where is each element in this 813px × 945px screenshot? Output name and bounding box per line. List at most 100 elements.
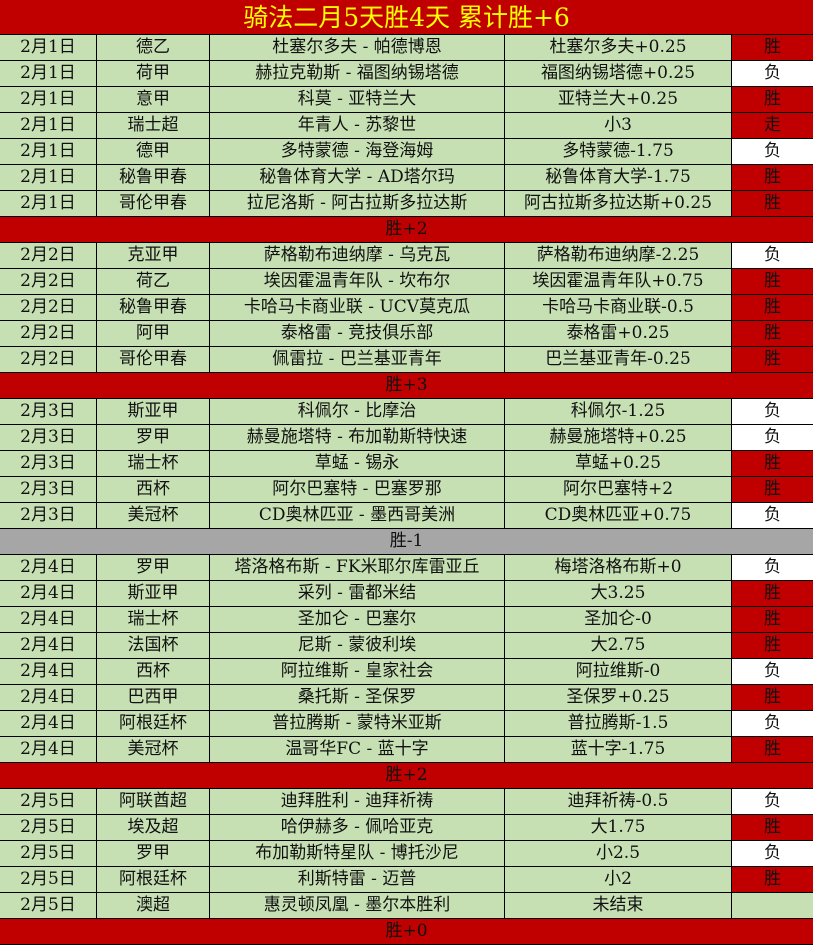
league-cell: 阿联酋超 xyxy=(97,789,210,814)
date-cell: 2月3日 xyxy=(0,425,97,450)
pick-cell: 多特蒙德-1.75 xyxy=(505,139,732,164)
match-cell: 阿拉维斯 - 皇家社会 xyxy=(210,659,505,684)
date-cell: 2月1日 xyxy=(0,87,97,112)
table-row: 2月1日 德乙 杜塞尔多夫 - 帕德博恩 杜塞尔多夫+0.25 胜 xyxy=(0,35,813,61)
table-row: 2月3日 瑞士杯 草蜢 - 锡永 草蜢+0.25 胜 xyxy=(0,451,813,477)
date-cell: 2月5日 xyxy=(0,789,97,814)
result-cell: 负 xyxy=(732,659,813,684)
result-cell: 胜 xyxy=(732,269,813,294)
result-cell: 胜 xyxy=(732,633,813,658)
league-cell: 阿根廷杯 xyxy=(97,867,210,892)
date-cell: 2月1日 xyxy=(0,35,97,60)
pick-cell: CD奥林匹亚+0.75 xyxy=(505,503,732,528)
table-body: 2月1日 德乙 杜塞尔多夫 - 帕德博恩 杜塞尔多夫+0.25 胜 2月1日 荷甲 赫拉克勒斯… xyxy=(0,35,813,945)
league-cell: 哥伦甲春 xyxy=(97,347,210,372)
league-cell: 阿根廷杯 xyxy=(97,711,210,736)
day-summary-row: 胜+2 xyxy=(0,217,813,243)
table-row: 2月4日 斯亚甲 采列 - 雷都米结 大3.25 胜 xyxy=(0,581,813,607)
result-cell: 负 xyxy=(732,841,813,866)
pick-cell: 科佩尔-1.25 xyxy=(505,399,732,424)
league-cell: 荷乙 xyxy=(97,269,210,294)
result-cell: 负 xyxy=(732,555,813,580)
result-cell: 负 xyxy=(732,503,813,528)
date-cell: 2月2日 xyxy=(0,269,97,294)
match-cell: 泰格雷 - 竞技俱乐部 xyxy=(210,321,505,346)
table-row: 2月4日 瑞士杯 圣加仑 - 巴塞尔 圣加仑-0 胜 xyxy=(0,607,813,633)
table-row: 2月3日 美冠杯 CD奥林匹亚 - 墨西哥美洲 CD奥林匹亚+0.75 负 xyxy=(0,503,813,529)
table-row: 2月2日 荷乙 埃因霍温青年队 - 坎布尔 埃因霍温青年队+0.75 胜 xyxy=(0,269,813,295)
pick-cell: 福图纳锡塔德+0.25 xyxy=(505,61,732,86)
result-cell: 胜 xyxy=(732,815,813,840)
match-cell: 埃因霍温青年队 - 坎布尔 xyxy=(210,269,505,294)
result-cell: 胜 xyxy=(732,165,813,190)
result-cell: 胜 xyxy=(732,685,813,710)
date-cell: 2月2日 xyxy=(0,243,97,268)
table-row: 2月1日 秘鲁甲春 秘鲁体育大学 - AD塔尔玛 秘鲁体育大学-1.75 胜 xyxy=(0,165,813,191)
league-cell: 西杯 xyxy=(97,477,210,502)
result-cell: 胜 xyxy=(732,451,813,476)
league-cell: 德乙 xyxy=(97,35,210,60)
league-cell: 阿甲 xyxy=(97,321,210,346)
result-cell: 胜 xyxy=(732,347,813,372)
result-cell: 负 xyxy=(732,243,813,268)
pick-cell: 小3 xyxy=(505,113,732,138)
league-cell: 巴西甲 xyxy=(97,685,210,710)
table-row: 2月4日 法国杯 尼斯 - 蒙彼利埃 大2.75 胜 xyxy=(0,633,813,659)
date-cell: 2月3日 xyxy=(0,503,97,528)
pick-cell: 秘鲁体育大学-1.75 xyxy=(505,165,732,190)
match-cell: 桑托斯 - 圣保罗 xyxy=(210,685,505,710)
match-cell: 杜塞尔多夫 - 帕德博恩 xyxy=(210,35,505,60)
table-row: 2月1日 荷甲 赫拉克勒斯 - 福图纳锡塔德 福图纳锡塔德+0.25 负 xyxy=(0,61,813,87)
table-row: 2月2日 阿甲 泰格雷 - 竞技俱乐部 泰格雷+0.25 胜 xyxy=(0,321,813,347)
pick-cell: 普拉腾斯-1.5 xyxy=(505,711,732,736)
pick-cell: 巴兰基亚青年-0.25 xyxy=(505,347,732,372)
league-cell: 瑞士杯 xyxy=(97,607,210,632)
pick-cell: 小2 xyxy=(505,867,732,892)
pick-cell: 迪拜祈祷-0.5 xyxy=(505,789,732,814)
pick-cell: 圣保罗+0.25 xyxy=(505,685,732,710)
match-cell: 布加勒斯特星队 - 博托沙尼 xyxy=(210,841,505,866)
date-cell: 2月1日 xyxy=(0,165,97,190)
result-cell: 胜 xyxy=(732,87,813,112)
result-cell: 胜 xyxy=(732,477,813,502)
date-cell: 2月2日 xyxy=(0,295,97,320)
league-cell: 秘鲁甲春 xyxy=(97,165,210,190)
league-cell: 瑞士超 xyxy=(97,113,210,138)
match-cell: 草蜢 - 锡永 xyxy=(210,451,505,476)
league-cell: 秘鲁甲春 xyxy=(97,295,210,320)
match-cell: 科莫 - 亚特兰大 xyxy=(210,87,505,112)
result-cell: 胜 xyxy=(732,35,813,60)
match-cell: 萨格勒布迪纳摩 - 乌克瓦 xyxy=(210,243,505,268)
table-row: 2月4日 西杯 阿拉维斯 - 皇家社会 阿拉维斯-0 负 xyxy=(0,659,813,685)
table-row: 2月2日 哥伦甲春 佩雷拉 - 巴兰基亚青年 巴兰基亚青年-0.25 胜 xyxy=(0,347,813,373)
date-cell: 2月5日 xyxy=(0,815,97,840)
match-cell: 拉尼洛斯 - 阿古拉斯多拉达斯 xyxy=(210,191,505,216)
pick-cell: 草蜢+0.25 xyxy=(505,451,732,476)
league-cell: 瑞士杯 xyxy=(97,451,210,476)
date-cell: 2月3日 xyxy=(0,451,97,476)
result-cell: 负 xyxy=(732,789,813,814)
date-cell: 2月4日 xyxy=(0,711,97,736)
date-cell: 2月4日 xyxy=(0,633,97,658)
table-title: 骑法二月5天胜4天 累计胜+6 xyxy=(0,0,813,35)
league-cell: 罗甲 xyxy=(97,841,210,866)
league-cell: 法国杯 xyxy=(97,633,210,658)
match-cell: 卡哈马卡商业联 - UCV莫克瓜 xyxy=(210,295,505,320)
league-cell: 斯亚甲 xyxy=(97,581,210,606)
pick-cell: 杜塞尔多夫+0.25 xyxy=(505,35,732,60)
result-cell xyxy=(732,893,813,918)
pick-cell: 圣加仑-0 xyxy=(505,607,732,632)
match-cell: 温哥华FC - 蓝十字 xyxy=(210,737,505,762)
result-cell: 胜 xyxy=(732,191,813,216)
pick-cell: 蓝十字-1.75 xyxy=(505,737,732,762)
pick-cell: 赫曼施塔特+0.25 xyxy=(505,425,732,450)
day-summary-row: 胜+0 xyxy=(0,919,813,945)
match-cell: 采列 - 雷都米结 xyxy=(210,581,505,606)
match-cell: 佩雷拉 - 巴兰基亚青年 xyxy=(210,347,505,372)
result-cell: 负 xyxy=(732,711,813,736)
pick-cell: 泰格雷+0.25 xyxy=(505,321,732,346)
table-row: 2月1日 德甲 多特蒙德 - 海登海姆 多特蒙德-1.75 负 xyxy=(0,139,813,165)
match-cell: 哈伊赫多 - 佩哈亚克 xyxy=(210,815,505,840)
league-cell: 罗甲 xyxy=(97,555,210,580)
